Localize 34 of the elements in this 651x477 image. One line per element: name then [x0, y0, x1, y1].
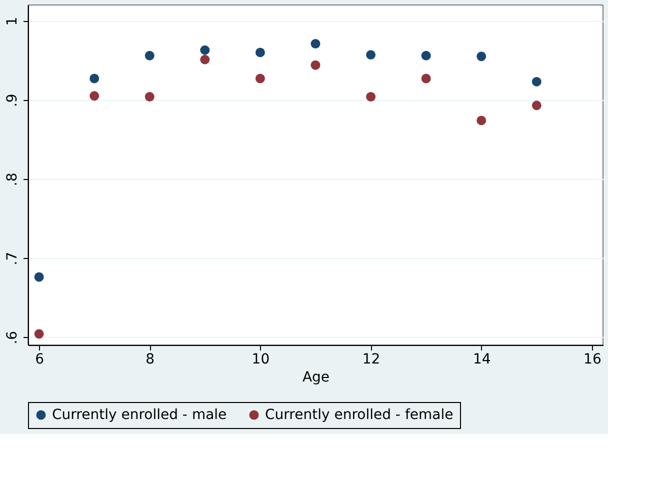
legend-label: Currently enrolled - female: [265, 407, 454, 423]
point: [476, 52, 486, 62]
point: [310, 39, 320, 48]
point: [200, 54, 210, 64]
x-tick-label: 14: [472, 352, 491, 368]
x-tick-label: 6: [35, 352, 44, 368]
point: [90, 74, 100, 84]
point: [366, 50, 376, 60]
x-axis-title: Age: [302, 370, 330, 386]
point: [310, 60, 320, 70]
point: [255, 74, 265, 84]
point: [421, 74, 431, 84]
point: [476, 116, 486, 126]
point: [90, 91, 100, 101]
y-tick-label: .7: [4, 252, 20, 266]
point: [366, 92, 376, 102]
y-tick-label: .8: [4, 172, 20, 186]
point: [532, 100, 542, 110]
point: [421, 50, 431, 60]
point: [34, 329, 44, 339]
x-tick-label: 12: [362, 352, 380, 368]
point: [144, 50, 154, 60]
x-tick-label: 8: [146, 352, 155, 368]
x-tick-label: 10: [252, 352, 270, 368]
point: [34, 272, 44, 282]
legend-label: Currently enrolled - male: [52, 407, 227, 423]
point: [532, 76, 542, 86]
x-tick-label: 16: [584, 352, 602, 368]
y-tick-label: .9: [4, 94, 20, 108]
point: [200, 45, 210, 55]
y-tick-label: 1: [4, 16, 20, 26]
y-tick-label: .6: [4, 330, 20, 344]
point: [255, 48, 265, 58]
point: [144, 92, 154, 102]
